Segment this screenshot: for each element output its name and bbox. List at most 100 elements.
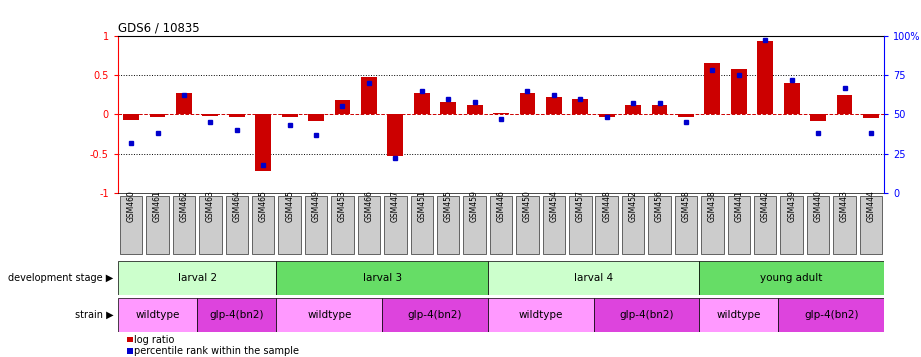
Text: GSM442: GSM442 bbox=[761, 190, 770, 222]
Bar bbox=[334, 100, 350, 114]
Text: GSM459: GSM459 bbox=[470, 190, 479, 222]
Bar bbox=[276, 261, 488, 295]
Text: GSM465: GSM465 bbox=[259, 190, 268, 222]
Bar bbox=[731, 69, 747, 114]
Text: GSM447: GSM447 bbox=[391, 190, 400, 222]
Bar bbox=[414, 93, 430, 114]
Bar bbox=[149, 114, 166, 117]
Text: glp-4(bn2): glp-4(bn2) bbox=[619, 310, 673, 320]
Bar bbox=[678, 114, 694, 117]
Text: glp-4(bn2): glp-4(bn2) bbox=[804, 310, 858, 320]
Text: larval 4: larval 4 bbox=[574, 272, 613, 283]
Text: GSM462: GSM462 bbox=[180, 190, 189, 222]
Text: GSM450: GSM450 bbox=[523, 190, 532, 222]
Bar bbox=[807, 196, 829, 254]
Bar bbox=[490, 196, 512, 254]
Bar bbox=[382, 298, 488, 332]
Text: GSM453: GSM453 bbox=[338, 190, 347, 222]
Bar bbox=[572, 99, 589, 114]
Bar bbox=[332, 196, 354, 254]
Bar bbox=[516, 196, 539, 254]
Text: GSM446: GSM446 bbox=[496, 190, 506, 222]
Text: wildtype: wildtype bbox=[307, 310, 352, 320]
Bar bbox=[596, 196, 618, 254]
Text: wildtype: wildtype bbox=[519, 310, 563, 320]
Text: GSM463: GSM463 bbox=[206, 190, 215, 222]
Bar bbox=[252, 196, 274, 254]
Bar bbox=[411, 196, 433, 254]
Text: GSM457: GSM457 bbox=[576, 190, 585, 222]
Text: GSM451: GSM451 bbox=[417, 190, 426, 222]
Text: glp-4(bn2): glp-4(bn2) bbox=[408, 310, 462, 320]
Bar bbox=[388, 114, 403, 156]
Bar bbox=[467, 105, 483, 114]
Bar bbox=[278, 196, 301, 254]
Text: GSM458: GSM458 bbox=[682, 190, 691, 222]
Bar bbox=[146, 196, 169, 254]
Bar bbox=[859, 196, 882, 254]
Bar bbox=[519, 93, 535, 114]
Text: GSM444: GSM444 bbox=[867, 190, 876, 222]
Text: wildtype: wildtype bbox=[135, 310, 180, 320]
Bar bbox=[309, 114, 324, 121]
Text: GSM466: GSM466 bbox=[365, 190, 373, 222]
Text: wildtype: wildtype bbox=[717, 310, 761, 320]
Text: larval 3: larval 3 bbox=[363, 272, 402, 283]
Text: GDS6 / 10835: GDS6 / 10835 bbox=[118, 21, 200, 35]
Bar bbox=[834, 196, 856, 254]
Text: glp-4(bn2): glp-4(bn2) bbox=[210, 310, 264, 320]
Bar bbox=[836, 95, 853, 114]
Text: GSM443: GSM443 bbox=[840, 190, 849, 222]
Bar bbox=[701, 196, 724, 254]
Text: GSM449: GSM449 bbox=[311, 190, 321, 222]
Bar bbox=[863, 114, 879, 118]
Bar bbox=[361, 76, 377, 114]
Text: GSM438: GSM438 bbox=[708, 190, 717, 222]
Bar bbox=[569, 196, 591, 254]
Bar bbox=[123, 114, 139, 120]
Text: larval 2: larval 2 bbox=[178, 272, 216, 283]
Bar bbox=[488, 261, 699, 295]
Bar bbox=[203, 114, 218, 116]
Text: GSM441: GSM441 bbox=[734, 190, 743, 222]
Bar bbox=[226, 196, 248, 254]
Bar bbox=[625, 105, 641, 114]
Bar bbox=[728, 196, 750, 254]
Text: GSM456: GSM456 bbox=[655, 190, 664, 222]
Text: GSM448: GSM448 bbox=[602, 190, 612, 222]
Text: percentile rank within the sample: percentile rank within the sample bbox=[134, 346, 299, 356]
Bar bbox=[282, 114, 297, 117]
Bar bbox=[675, 196, 697, 254]
Bar bbox=[357, 196, 380, 254]
Bar bbox=[118, 298, 197, 332]
Text: GSM454: GSM454 bbox=[549, 190, 558, 222]
Text: GSM439: GSM439 bbox=[787, 190, 796, 222]
Bar bbox=[463, 196, 486, 254]
Bar bbox=[705, 63, 720, 114]
Bar bbox=[118, 261, 276, 295]
Bar bbox=[197, 298, 276, 332]
Bar bbox=[784, 83, 799, 114]
Bar bbox=[228, 114, 245, 117]
Bar bbox=[384, 196, 406, 254]
Text: strain ▶: strain ▶ bbox=[75, 310, 113, 320]
Text: GSM440: GSM440 bbox=[813, 190, 822, 222]
Bar bbox=[699, 298, 778, 332]
Bar bbox=[780, 196, 803, 254]
Bar bbox=[648, 196, 670, 254]
Text: GSM460: GSM460 bbox=[126, 190, 135, 222]
Bar bbox=[305, 196, 327, 254]
Bar bbox=[255, 114, 271, 171]
Bar bbox=[120, 196, 143, 254]
Bar bbox=[176, 93, 192, 114]
Bar bbox=[173, 196, 195, 254]
Text: development stage ▶: development stage ▶ bbox=[8, 272, 113, 283]
Text: GSM455: GSM455 bbox=[444, 190, 453, 222]
Text: GSM464: GSM464 bbox=[232, 190, 241, 222]
Text: GSM445: GSM445 bbox=[286, 190, 294, 222]
Text: young adult: young adult bbox=[761, 272, 822, 283]
Bar bbox=[493, 113, 509, 114]
Bar bbox=[546, 97, 562, 114]
Bar bbox=[440, 102, 456, 114]
Text: GSM461: GSM461 bbox=[153, 190, 162, 222]
